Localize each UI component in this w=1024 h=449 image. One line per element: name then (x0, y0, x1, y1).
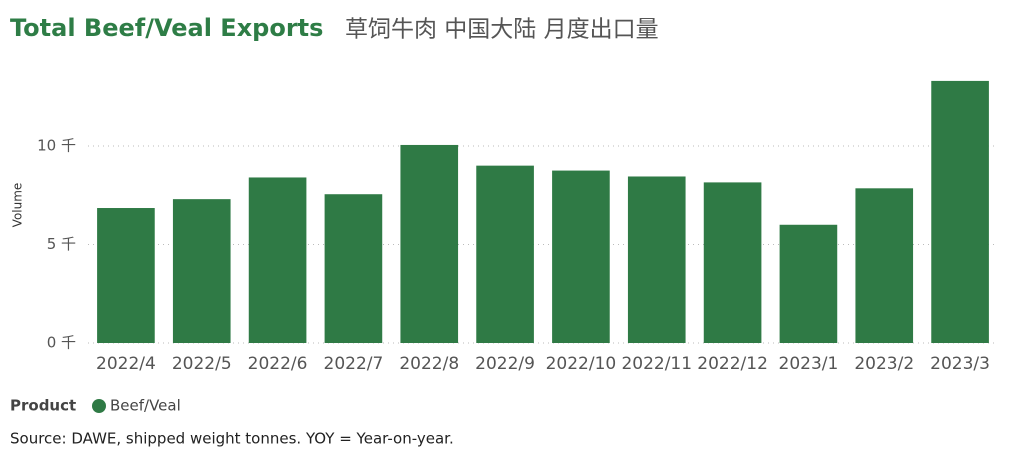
bar (248, 177, 307, 343)
x-tick-label: 2022/8 (399, 354, 459, 374)
bar (779, 224, 838, 343)
bar (703, 182, 762, 343)
y-tick-label: 0 千 (47, 334, 76, 352)
x-tick-label: 2022/12 (697, 354, 768, 374)
x-tick-label: 2022/7 (324, 354, 384, 374)
source-note: Source: DAWE, shipped weight tonnes. YOY… (10, 430, 454, 448)
x-tick-label: 2022/10 (546, 354, 617, 374)
chart-subtitle: 草饲牛肉 中国大陆 月度出口量 (345, 17, 659, 43)
bar (400, 144, 459, 343)
bar (476, 165, 534, 343)
x-tick-label: 2022/11 (621, 354, 692, 374)
y-tick-label: 10 千 (37, 136, 76, 154)
bar (324, 194, 383, 343)
x-tick-label: 2023/3 (930, 354, 990, 374)
y-tick-label: 5 千 (47, 235, 76, 253)
bar (931, 80, 989, 343)
legend-title: Product (10, 397, 76, 415)
x-tick-label: 2022/9 (475, 354, 535, 374)
chart-title: Total Beef/Veal Exports (10, 14, 323, 42)
x-tick-label: 2023/1 (779, 354, 839, 374)
bar (855, 188, 914, 343)
x-tick-label: 2023/2 (854, 354, 914, 374)
bar (552, 170, 610, 343)
bar (97, 208, 155, 343)
legend-label: Beef/Veal (110, 397, 181, 415)
x-tick-label: 2022/6 (248, 354, 308, 374)
bar (627, 176, 686, 343)
x-tick-label: 2022/5 (172, 354, 232, 374)
x-tick-label: 2022/4 (96, 354, 156, 374)
y-axis-label: Volume (11, 183, 25, 228)
bar (172, 199, 231, 343)
legend-marker (92, 399, 106, 413)
